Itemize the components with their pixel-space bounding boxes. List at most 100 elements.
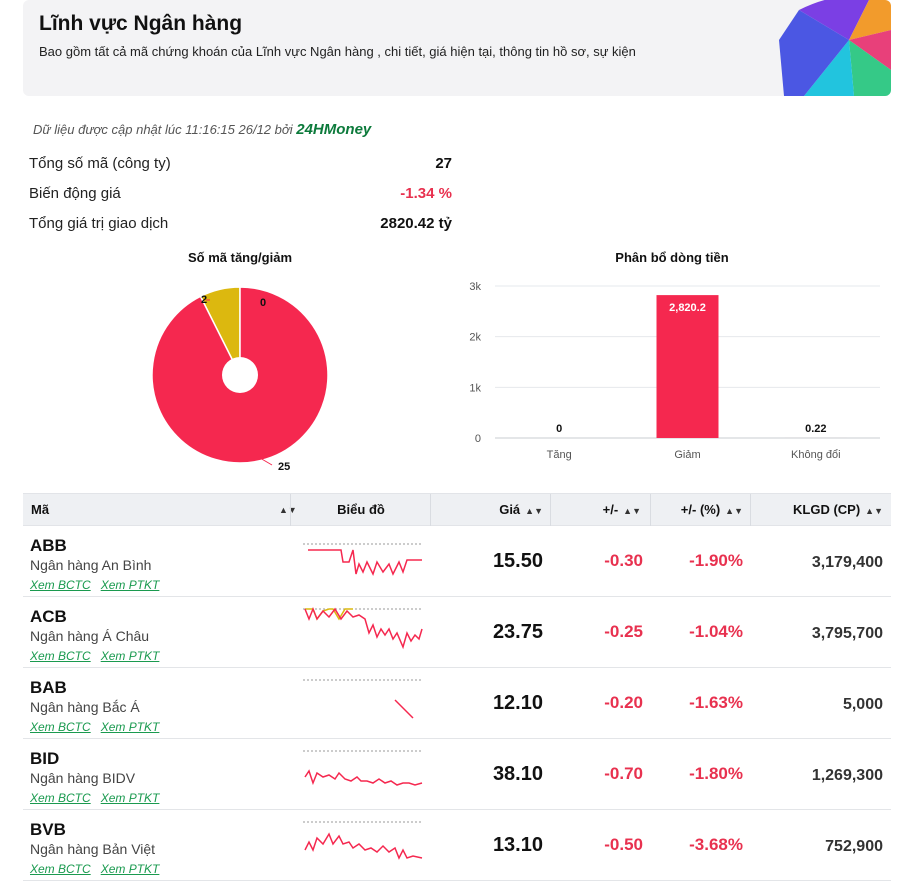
column-divider [550, 494, 551, 526]
header-pct-label: +/- (%) [680, 502, 721, 517]
header-volume[interactable]: KLGD (CP) ▲▼ [751, 494, 883, 526]
sort-icon[interactable]: ▲▼ [865, 506, 883, 516]
row-links: Xem BCTC Xem PTKT [30, 862, 169, 876]
stat-trading-value: Tổng giá trị giao dịch 2820.42 tỷ [29, 215, 452, 232]
view-bctc-link[interactable]: Xem BCTC [30, 649, 91, 663]
stat-value: 27 [435, 155, 452, 172]
stock-price: 13.10 [492, 834, 543, 856]
y-tick-label: 3k [469, 281, 481, 293]
pie-decoration-icon [779, 0, 891, 96]
stat-value: 2820.42 tỷ [380, 215, 452, 232]
x-tick-label: Giảm [674, 449, 700, 461]
trading-volume: 752,900 [825, 838, 883, 855]
stock-symbol[interactable]: ABB [30, 536, 67, 555]
sort-icon[interactable]: ▲▼ [279, 505, 297, 515]
table-row[interactable]: BID Ngân hàng BIDV Xem BCTC Xem PTKT 38.1… [23, 739, 891, 810]
header-pct[interactable]: +/- (%) ▲▼ [651, 494, 743, 526]
page-title: Lĩnh vực Ngân hàng [39, 12, 243, 35]
sort-icon[interactable]: ▲▼ [525, 506, 543, 516]
stat-price-change: Biến động giá -1.34 % [29, 185, 452, 202]
trading-volume: 3,179,400 [811, 554, 883, 571]
view-bctc-link[interactable]: Xem BCTC [30, 791, 91, 805]
view-ptkt-link[interactable]: Xem PTKT [100, 578, 160, 592]
column-divider [430, 494, 431, 526]
pie-data-label: 0 [260, 297, 266, 309]
x-tick-label: Tăng [547, 449, 572, 461]
column-divider [750, 494, 751, 526]
pie-chart-title: Số mã tăng/giảm [187, 250, 293, 265]
row-links: Xem BCTC Xem PTKT [30, 791, 169, 805]
stock-symbol[interactable]: BVB [30, 820, 66, 839]
header-volume-label: KLGD (CP) [793, 502, 861, 517]
view-bctc-link[interactable]: Xem BCTC [30, 862, 91, 876]
stock-price: 12.10 [492, 692, 543, 714]
y-tick-label: 1k [469, 382, 481, 394]
percent-change: -1.04% [689, 622, 743, 641]
y-tick-label: 0 [475, 433, 481, 445]
sector-header: Lĩnh vực Ngân hàng Bao gồm tất cả mã chứ… [23, 0, 891, 96]
percent-change: -3.68% [689, 835, 743, 854]
stock-symbol[interactable]: BID [30, 749, 60, 768]
header-symbol-label: Mã [31, 502, 50, 517]
header-change[interactable]: +/- ▲▼ [551, 494, 641, 526]
header-price-label: Giá [499, 502, 521, 517]
pie-data-label: 2 [201, 294, 207, 306]
company-name: Ngân hàng An Bình [30, 557, 152, 573]
company-name: Ngân hàng Bản Việt [30, 841, 156, 857]
view-ptkt-link[interactable]: Xem PTKT [100, 791, 160, 805]
header-symbol[interactable]: Mã ▲▼ [31, 494, 297, 526]
table-row[interactable]: ABB Ngân hàng An Bình Xem BCTC Xem PTKT 1… [23, 526, 891, 597]
company-name: Ngân hàng Bắc Á [30, 699, 140, 715]
pie-leader-line [259, 457, 273, 466]
percent-change: -1.80% [689, 764, 743, 783]
header-price[interactable]: Giá ▲▼ [431, 494, 543, 526]
percent-change: -1.90% [689, 551, 743, 570]
sparkline-chart [303, 679, 423, 719]
stock-table: Mã ▲▼ Biểu đồ Giá ▲▼ +/- ▲▼ +/- (%) ▲▼ KLGD… [23, 493, 891, 881]
money-flow-bar-chart: 0 1k 2k 3k 0 Tăng 2,820.2 Giảm 0.22 Không đổi [469, 281, 880, 461]
price-change: -0.30 [604, 551, 643, 570]
bar-data-label: 0.22 [805, 423, 826, 435]
update-text: Dữ liệu được cập nhật lúc 11:16:15 26/12… [33, 122, 293, 137]
table-row[interactable]: ACB Ngân hàng Á Châu Xem BCTC Xem PTKT 23… [23, 597, 891, 668]
stock-symbol[interactable]: BAB [30, 678, 67, 697]
stat-label: Biến động giá [29, 185, 121, 202]
row-links: Xem BCTC Xem PTKT [30, 578, 169, 592]
bar-chart-title: Phân bổ dòng tiền [615, 250, 729, 265]
stock-price: 23.75 [492, 621, 543, 643]
pie-center-hole [222, 357, 258, 393]
price-change: -0.70 [604, 764, 643, 783]
price-change: -0.25 [604, 622, 643, 641]
stat-label: Tổng giá trị giao dịch [29, 215, 169, 232]
brand-link[interactable]: 24HMoney [296, 121, 372, 138]
stat-label: Tổng số mã (công ty) [29, 155, 171, 172]
sort-icon[interactable]: ▲▼ [623, 506, 641, 516]
table-row[interactable]: BAB Ngân hàng Bắc Á Xem BCTC Xem PTKT 12.… [23, 668, 891, 739]
sparkline-chart [303, 821, 423, 860]
row-links: Xem BCTC Xem PTKT [30, 720, 169, 734]
stat-value: -1.34 % [400, 185, 452, 202]
percent-change: -1.63% [689, 693, 743, 712]
table-row[interactable]: BVB Ngân hàng Bản Việt Xem BCTC Xem PTKT … [23, 810, 891, 881]
view-bctc-link[interactable]: Xem BCTC [30, 578, 91, 592]
header-change-label: +/- [602, 502, 619, 517]
header-chart: Biểu đồ [291, 494, 431, 526]
column-divider [290, 494, 291, 526]
stat-total-symbols: Tổng số mã (công ty) 27 [29, 155, 452, 172]
view-ptkt-link[interactable]: Xem PTKT [100, 720, 160, 734]
header-chart-label: Biểu đồ [337, 502, 385, 517]
trading-volume: 1,269,300 [811, 767, 883, 784]
stock-symbol[interactable]: ACB [30, 607, 67, 626]
company-name: Ngân hàng Á Châu [30, 628, 150, 644]
sort-icon[interactable]: ▲▼ [725, 506, 743, 516]
view-bctc-link[interactable]: Xem BCTC [30, 720, 91, 734]
price-change: -0.20 [604, 693, 643, 712]
company-name: Ngân hàng BIDV [30, 770, 136, 786]
row-links: Xem BCTC Xem PTKT [30, 649, 169, 663]
stock-price: 38.10 [492, 763, 543, 785]
view-ptkt-link[interactable]: Xem PTKT [100, 862, 160, 876]
bar-Giảm[interactable] [656, 295, 719, 438]
price-change: -0.50 [604, 835, 643, 854]
y-tick-label: 2k [469, 332, 481, 344]
view-ptkt-link[interactable]: Xem PTKT [100, 649, 160, 663]
